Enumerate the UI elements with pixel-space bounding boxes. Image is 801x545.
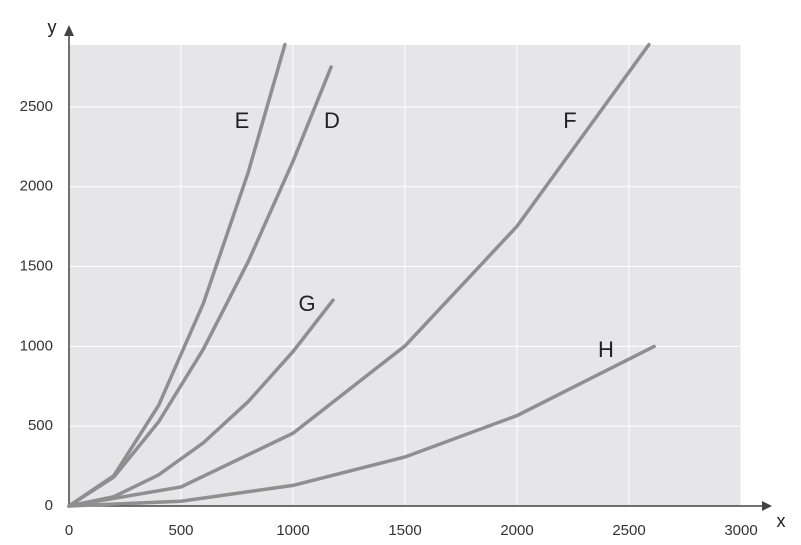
y-tick-label: 500	[28, 417, 53, 434]
x-tick-label: 1500	[388, 522, 421, 539]
series-label: E	[235, 108, 250, 133]
series-label: D	[324, 108, 340, 133]
x-tick-label: 2500	[612, 522, 645, 539]
y-tick-label: 2000	[20, 178, 53, 195]
series-line	[67, 65, 333, 508]
x-tick-label: 500	[168, 522, 193, 539]
y-axis-label: y	[48, 17, 57, 37]
y-tick-label: 1500	[20, 258, 53, 275]
x-tick-label: 1000	[276, 522, 309, 539]
series-line	[67, 344, 656, 508]
series-label: F	[563, 108, 576, 133]
y-tick-label: 1000	[20, 337, 53, 354]
x-tick-label: 3000	[724, 522, 757, 539]
series-label: G	[298, 291, 315, 316]
y-axis-arrow	[64, 25, 74, 36]
x-tick-label: 2000	[500, 522, 533, 539]
x-tick-label: 0	[65, 522, 73, 539]
x-axis-label: x	[777, 511, 786, 531]
series-line	[67, 42, 651, 508]
y-tick-label: 2500	[20, 98, 53, 115]
y-tick-label: 0	[45, 497, 53, 514]
series-label: H	[598, 337, 614, 362]
x-axis-arrow	[762, 501, 772, 511]
